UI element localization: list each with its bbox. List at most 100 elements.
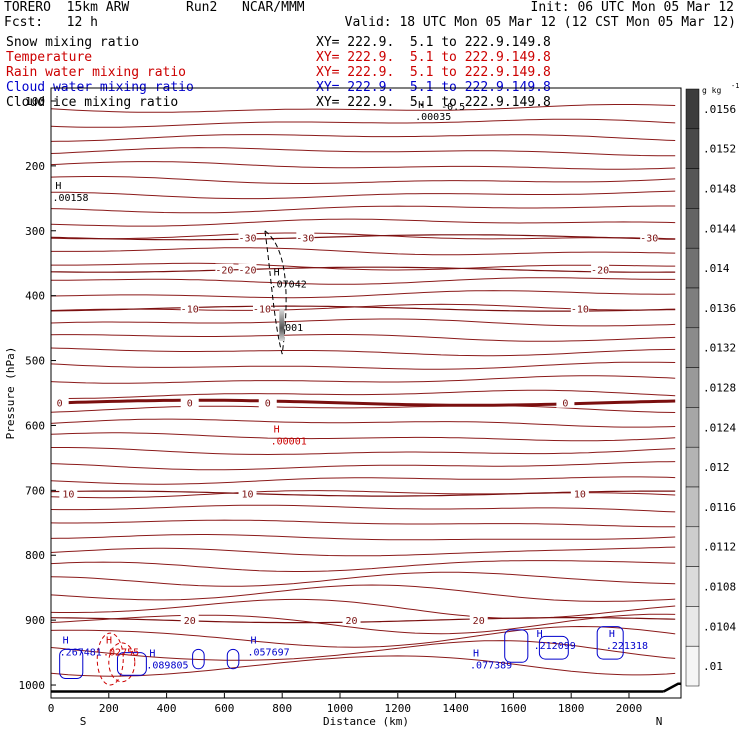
temperature-isotherm: [50, 318, 676, 327]
x-tick-label: 1800: [558, 702, 585, 715]
temperature-isotherm: [50, 361, 676, 370]
extrema-annotations: H.00035H.00158H.07042001H.00001H.267481H…: [52, 100, 648, 671]
x-tick-label: 800: [272, 702, 292, 715]
colorbar-swatch: [685, 88, 700, 130]
colorbar-swatch: [685, 168, 700, 209]
temperature-isotherm: [50, 461, 676, 471]
isotherm--30: [50, 234, 676, 241]
temperature-isotherm: [50, 625, 676, 648]
isotherm-label: 0: [57, 399, 63, 410]
x-tick-label: 1000: [327, 702, 354, 715]
temperature-isotherm: [50, 546, 676, 557]
temperature-isotherm: [50, 104, 676, 113]
colorbar-swatch: [685, 327, 700, 368]
temperature-isotherm: [50, 534, 676, 541]
temperature-isotherm: [50, 405, 676, 413]
x-tick-label: 1400: [442, 702, 469, 715]
valid-time: Valid: 18 UTC Mon 05 Mar 12 (12 CST Mon …: [344, 15, 736, 30]
isotherm-label: 0: [562, 399, 568, 410]
max-marker: H: [63, 635, 69, 646]
temperature-isotherm: [50, 640, 676, 661]
max-marker: H: [537, 629, 543, 640]
y-tick-label: 700: [25, 484, 45, 497]
isotherm-label: 20: [346, 616, 358, 627]
cloud-water-contour: [538, 635, 569, 660]
temperature-isotherm: [51, 277, 676, 285]
colorbar-label: .014: [703, 262, 730, 275]
max-marker: H: [473, 648, 479, 659]
colorbar-swatch: [685, 367, 700, 408]
y-tick-label: 100: [25, 95, 45, 108]
max-value-label: 001: [285, 323, 303, 334]
x-axis-title: Distance (km): [323, 715, 409, 728]
isotherm-label: -30: [238, 233, 256, 244]
south-end-label: S: [80, 715, 87, 728]
isotherm-label: -10: [253, 305, 271, 316]
temperature-isotherm: [50, 560, 676, 572]
temperature-isotherm: [50, 519, 676, 528]
colorbar-swatch: [685, 128, 700, 169]
hydrometeor-features: [59, 229, 624, 686]
axes: 0 200 400 600 800 1000 1200 1400 1600 1800 2000100…: [4, 95, 662, 728]
x-tick-label: 1200: [385, 702, 412, 715]
max-marker: H: [149, 648, 155, 659]
isotherm-label: -10: [181, 305, 199, 316]
temperature-isotherm: [51, 447, 676, 456]
y-tick-label: 300: [25, 225, 45, 238]
run-label: Run2: [186, 0, 218, 15]
colorbar-swatch: [685, 208, 700, 249]
temperature-isotherm: [50, 613, 676, 635]
max-marker: H: [55, 181, 61, 192]
temperature-isotherm: [50, 176, 676, 184]
forecast-hour: Fcst: 12 h: [4, 15, 98, 30]
y-tick-label: 1000: [19, 679, 46, 692]
max-marker: H: [274, 424, 280, 435]
max-value-label: .07042: [271, 279, 307, 290]
colorbar: .0156 .0152 .0148 .0144 .014 .0136 .0132 .0128.…: [685, 82, 739, 687]
isotherm-label: 10: [62, 490, 74, 501]
max-value-label: -0.5: [441, 102, 465, 113]
cloud-water-contour: [596, 626, 624, 660]
colorbar-swatch: [685, 645, 700, 687]
colorbar-swatch: [685, 486, 700, 528]
snow-shading: [279, 308, 285, 342]
isotherm--20: [50, 266, 676, 273]
colorbar-label: .0132: [703, 342, 736, 355]
center-label: NCAR/MMM: [242, 0, 305, 15]
temperature-isotherm: [50, 118, 676, 128]
isotherm-label: 20: [473, 616, 485, 627]
temperature-isotherm: [50, 584, 676, 602]
colorbar-label: .0108: [703, 581, 736, 594]
x-tick-label: 400: [157, 702, 177, 715]
temperature-isotherm: [50, 655, 676, 677]
rain-contour: [108, 642, 136, 683]
isotherm-0: [50, 398, 676, 407]
temperature-isotherm: [50, 375, 676, 384]
temperature-isotherm: [50, 571, 676, 587]
field-name-temperature: Temperature: [6, 50, 93, 65]
temperature-isotherm: [50, 334, 676, 342]
temperature-isotherm: [51, 262, 676, 271]
y-axis-title: Pressure (hPa): [4, 347, 17, 440]
colorbar-swatch: [685, 526, 700, 567]
isotherm-label: 20: [184, 616, 196, 627]
temperature-isotherm: [50, 432, 676, 442]
colorbar-swatch: [685, 247, 700, 289]
isotherm-label: -10: [571, 305, 589, 316]
max-marker: H: [250, 635, 256, 646]
y-tick-label: 800: [25, 549, 45, 562]
field-name-snow: Snow mixing ratio: [6, 35, 140, 50]
temperature-isotherm: [50, 161, 676, 170]
temperature-isotherm: [50, 147, 676, 157]
temperature-isotherm: [51, 247, 676, 256]
x-tick-label: 1600: [500, 702, 527, 715]
colorbar-label: .0156: [703, 103, 736, 116]
max-value-label: .057697: [248, 647, 290, 658]
isotherm-label: 10: [574, 490, 586, 501]
cloud-water-contour: [192, 648, 205, 670]
isotherm-label: 0: [187, 399, 193, 410]
plot-frame: [50, 87, 682, 699]
isotherm-label: -20: [591, 266, 609, 277]
max-value-label: .089805: [146, 660, 188, 671]
